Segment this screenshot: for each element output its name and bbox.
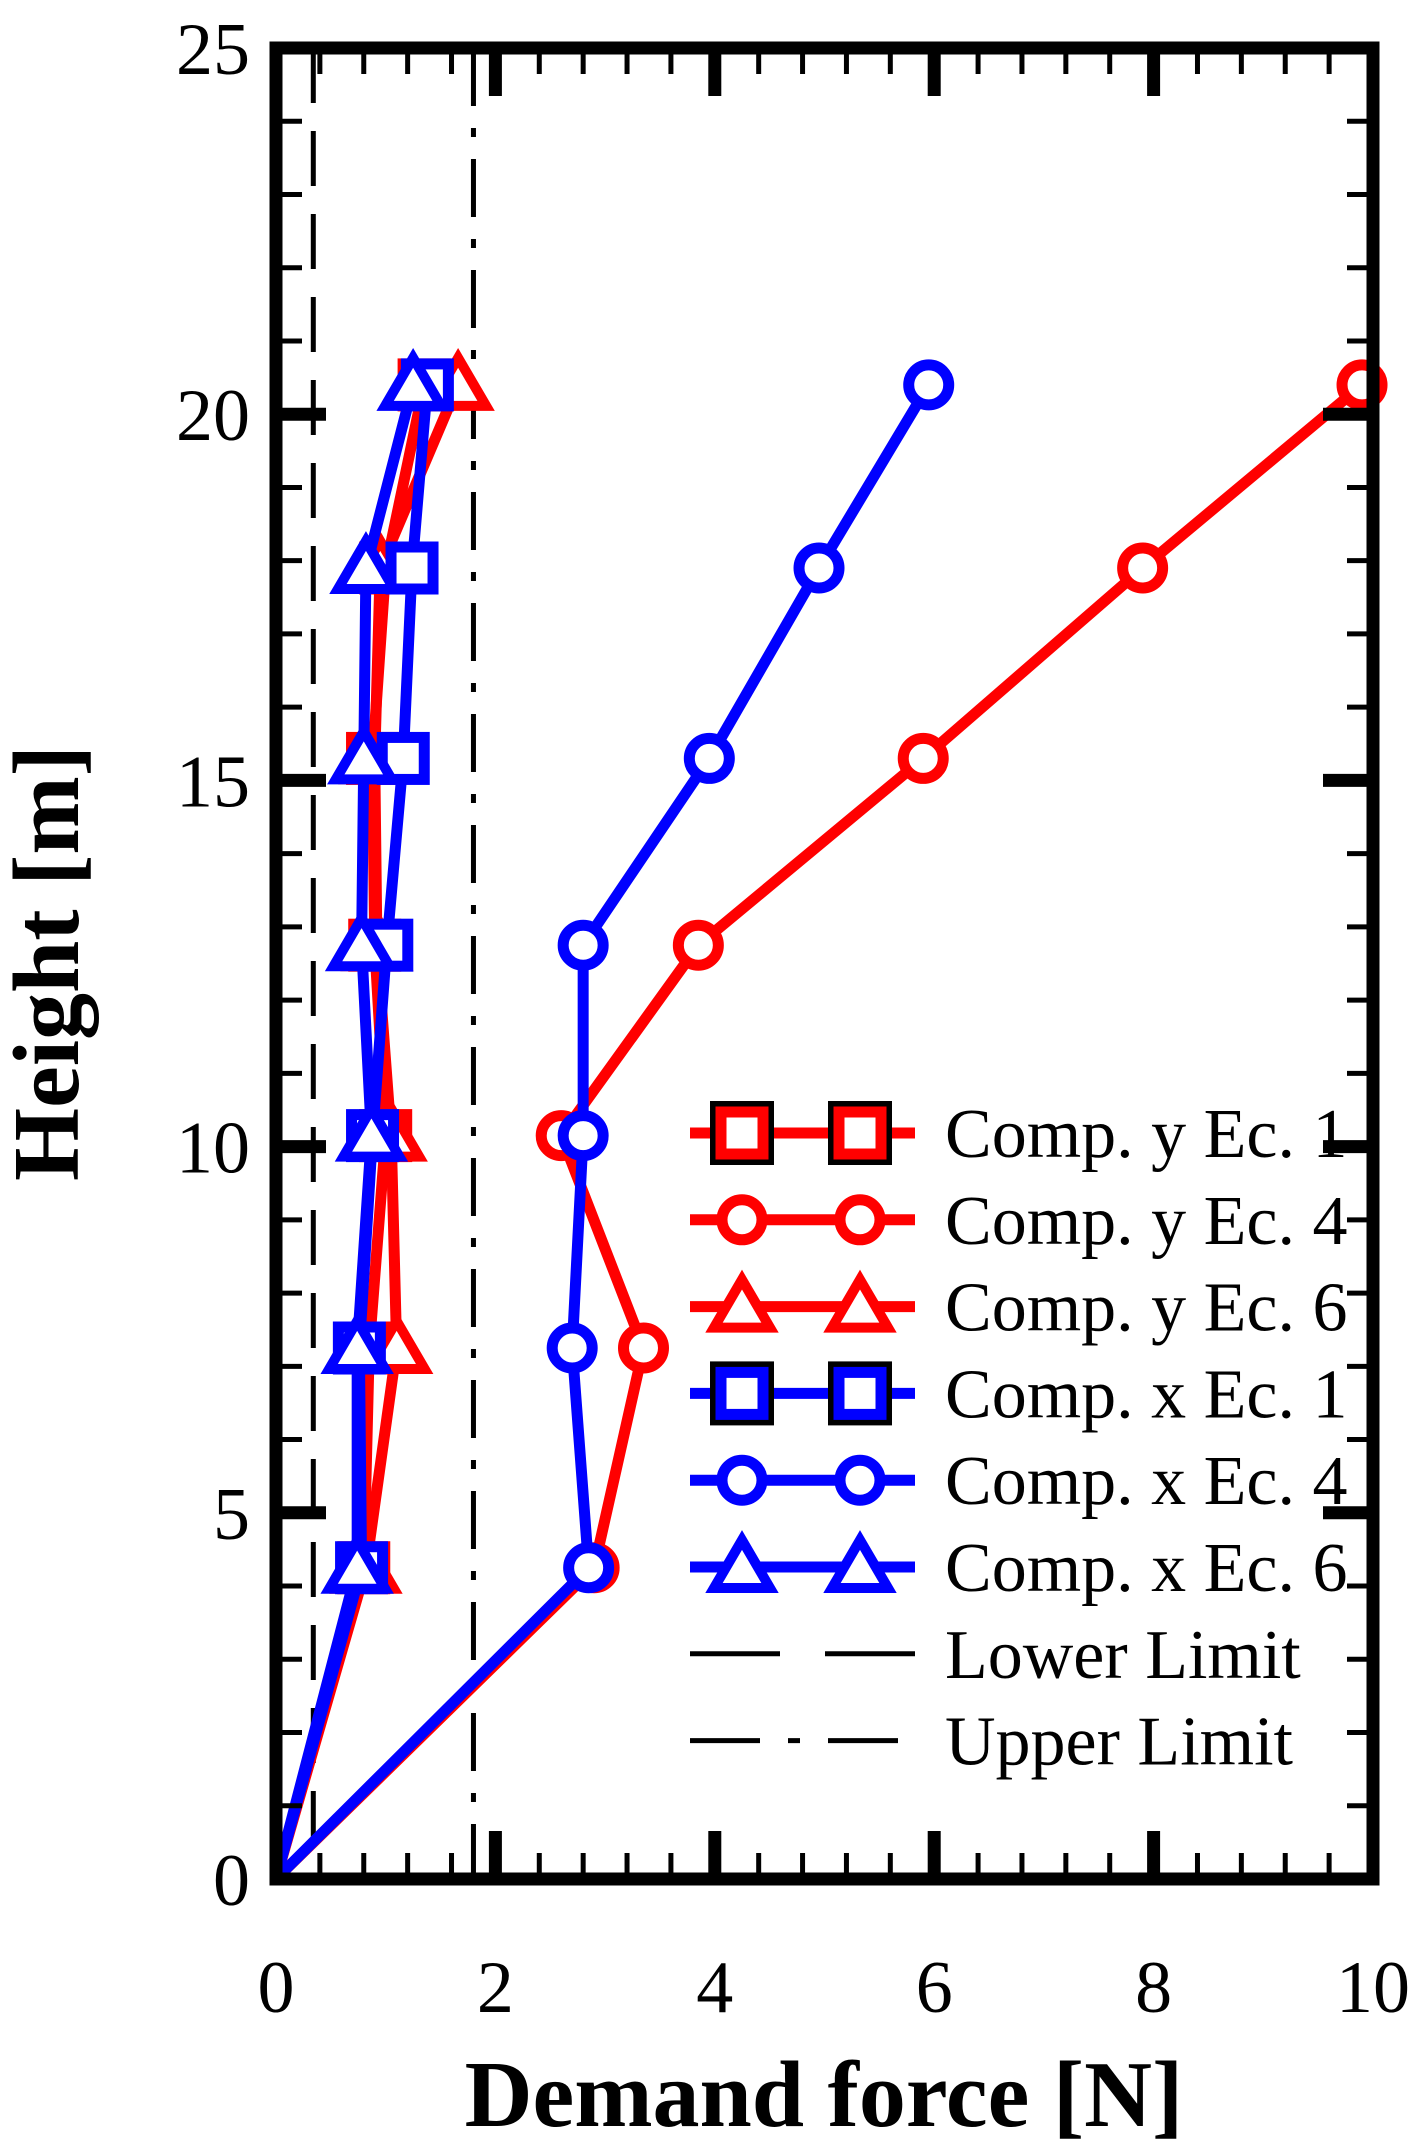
series-line: [272, 380, 1366, 1883]
x-axis-title: Demand force [N]: [465, 2043, 1184, 2147]
series-marker-triangle: [334, 1098, 409, 1162]
legend-label: Comp. x Ec. 4: [945, 1443, 1347, 1520]
reference-lines-layer: [310, 48, 476, 1879]
legend-item-comp-y-ec-6: Comp. y Ec. 6: [690, 1270, 1347, 1347]
series-marker-triangle: [376, 347, 450, 411]
x-tick-label: 6: [916, 1947, 953, 2029]
series-marker-square: [715, 1366, 769, 1420]
series-marker-square: [833, 1106, 887, 1160]
y-tick-label: 20: [176, 375, 250, 457]
series-marker-circle: [1117, 542, 1169, 594]
series-comp-x-ec-4: [272, 359, 955, 1883]
legend-label: Comp. x Ec. 6: [945, 1530, 1347, 1607]
series-marker-circle: [716, 1454, 768, 1506]
tick-labels-layer: 0 2 4 6 8 10 0 5 10 15 20 25: [176, 9, 1410, 2029]
legend-item-comp-y-ec-4: Comp. y Ec. 4: [690, 1183, 1347, 1260]
series-marker-circle: [546, 1322, 598, 1374]
series-marker-triangle: [324, 908, 399, 972]
legend-layer: Comp. y Ec. 1 Comp. y Ec. 4 Comp. y Ec. 6 C…: [690, 1096, 1347, 1781]
series-marker-circle: [716, 1194, 768, 1246]
legend-label: Comp. y Ec. 4: [945, 1183, 1347, 1260]
series-marker-triangle: [320, 1530, 394, 1594]
series-marker-triangle: [327, 721, 401, 785]
series-marker-circle: [834, 1454, 886, 1506]
y-tick-label: 10: [176, 1108, 250, 1190]
series-marker-circle: [793, 542, 845, 594]
y-tick-label: 0: [213, 1840, 250, 1922]
legend-item-comp-x-ec-4: Comp. x Ec. 4: [690, 1443, 1347, 1520]
series-marker-square: [385, 541, 439, 595]
series-marker-triangle: [320, 1311, 394, 1375]
legend-label: Upper Limit: [945, 1704, 1294, 1781]
series-marker-triangle: [823, 1269, 897, 1333]
series-comp-x-ec-6: [270, 347, 450, 1881]
series-marker-square: [833, 1366, 887, 1420]
series-marker-circle: [563, 1542, 615, 1594]
legend-label: Lower Limit: [945, 1617, 1301, 1694]
legend-item-comp-x-ec-6: Comp. x Ec. 6: [690, 1530, 1347, 1607]
legend-label: Comp. y Ec. 6: [945, 1270, 1347, 1347]
legend-item-comp-y-ec-1: Comp. y Ec. 1: [690, 1096, 1347, 1173]
legend-label: Comp. y Ec. 1: [945, 1096, 1347, 1173]
series-marker-triangle: [329, 531, 403, 595]
series-marker-triangle: [705, 1530, 779, 1593]
x-tick-label: 10: [1336, 1947, 1410, 2029]
series-line: [272, 382, 934, 1883]
series-marker-circle: [897, 732, 949, 784]
series-marker-circle: [557, 919, 609, 971]
legend-item-comp-x-ec-1: Comp. x Ec. 1: [690, 1356, 1347, 1433]
x-tick-label: 0: [258, 1947, 295, 2029]
series-marker-square: [715, 1106, 769, 1160]
series-marker-circle: [834, 1194, 886, 1246]
y-axis-title: Height [m]: [0, 745, 99, 1181]
legend-item-lower-limit: Lower Limit: [690, 1617, 1301, 1694]
series-marker-circle: [903, 359, 955, 411]
x-tick-label: 4: [696, 1947, 733, 2029]
series-marker-circle: [672, 919, 724, 971]
series-marker-circle: [557, 1110, 609, 1162]
axes-layer: [269, 41, 1380, 1886]
series-marker-triangle: [823, 1530, 897, 1593]
series-marker-circle: [683, 732, 735, 784]
legend-item-upper-limit: Upper Limit: [690, 1704, 1294, 1781]
series-marker-circle: [617, 1322, 669, 1374]
x-tick-label: 2: [477, 1947, 514, 2029]
legend-label: Comp. x Ec. 1: [945, 1356, 1347, 1433]
y-tick-label: 5: [213, 1474, 250, 1556]
series-layer: [270, 347, 1388, 1883]
y-tick-label: 25: [176, 9, 250, 91]
plot-frame: [269, 41, 1380, 1886]
y-tick-label: 15: [176, 741, 250, 823]
x-tick-label: 8: [1135, 1947, 1172, 2029]
series-marker-triangle: [705, 1269, 779, 1333]
